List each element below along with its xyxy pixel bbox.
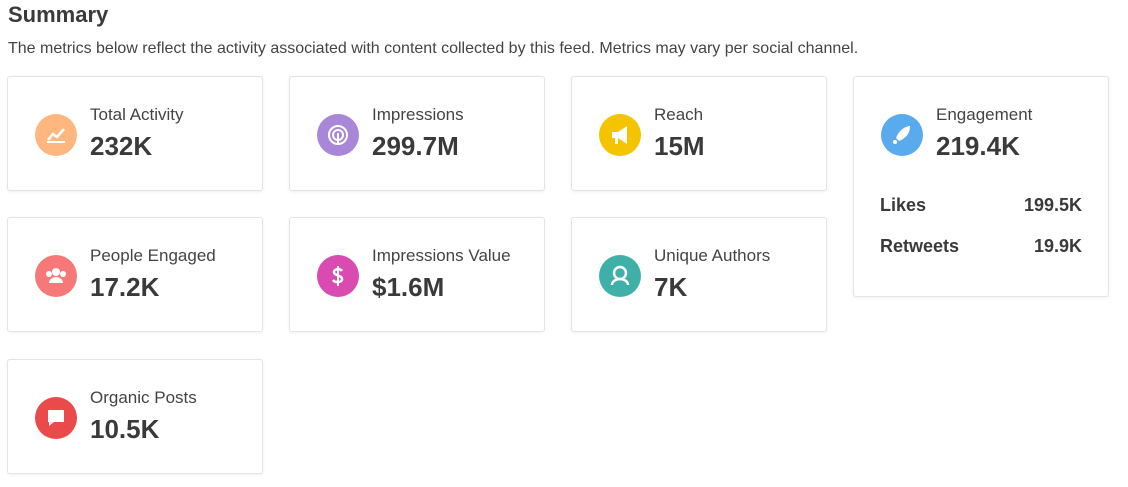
icon [317, 255, 359, 297]
metric-value: 219.4K [936, 131, 1020, 161]
metric-card: People Engaged 17.2K [7, 217, 263, 332]
icon [317, 114, 359, 156]
metric-card: Reach 15M [571, 76, 827, 191]
metric-value: 7K [654, 272, 688, 302]
metric-label: Unique Authors [654, 246, 771, 265]
breakdown-label: Likes [880, 195, 927, 215]
breakdown-label: Retweets [880, 236, 960, 256]
metric-label: Impressions Value [372, 246, 511, 265]
icon [35, 397, 77, 439]
metric-card: Impressions 299.7M [289, 76, 545, 191]
metric-label: Engagement [936, 105, 1033, 124]
breakdown-value: 199.5K [1023, 195, 1082, 215]
breakdown-value: 19.9K [1033, 236, 1082, 256]
metric-value: 299.7M [372, 131, 459, 161]
metric-value: 10.5K [90, 414, 160, 444]
metric-label: People Engaged [90, 246, 216, 265]
metric-value: 15M [654, 131, 705, 161]
icon [35, 255, 77, 297]
metric-label: Total Activity [90, 105, 184, 124]
icon [35, 114, 77, 156]
metric-value: $1.6M [372, 272, 445, 302]
metric-value: 232K [90, 131, 153, 161]
metric-label: Organic Posts [90, 388, 197, 407]
metric-label: Reach [654, 105, 704, 124]
metric-label: Impressions [372, 105, 464, 124]
metric-card: Unique Authors 7K [571, 217, 827, 332]
icon [881, 114, 923, 156]
breakdown-row: Likes 199.5K [880, 195, 1082, 216]
breakdown-row: Retweets 19.9K [880, 236, 1082, 257]
page-subtitle: The metrics below reflect the activity a… [8, 40, 859, 57]
metric-card: Organic Posts 10.5K [7, 359, 263, 474]
page-title: Summary [8, 2, 109, 27]
metric-card: Impressions Value $1.6M [289, 217, 545, 332]
metric-value: 17.2K [90, 272, 160, 302]
icon [599, 114, 641, 156]
metric-card: Total Activity 232K [7, 76, 263, 191]
metric-card: Engagement 219.4K Likes 199.5K Retweets 19… [853, 76, 1109, 297]
icon [599, 255, 641, 297]
